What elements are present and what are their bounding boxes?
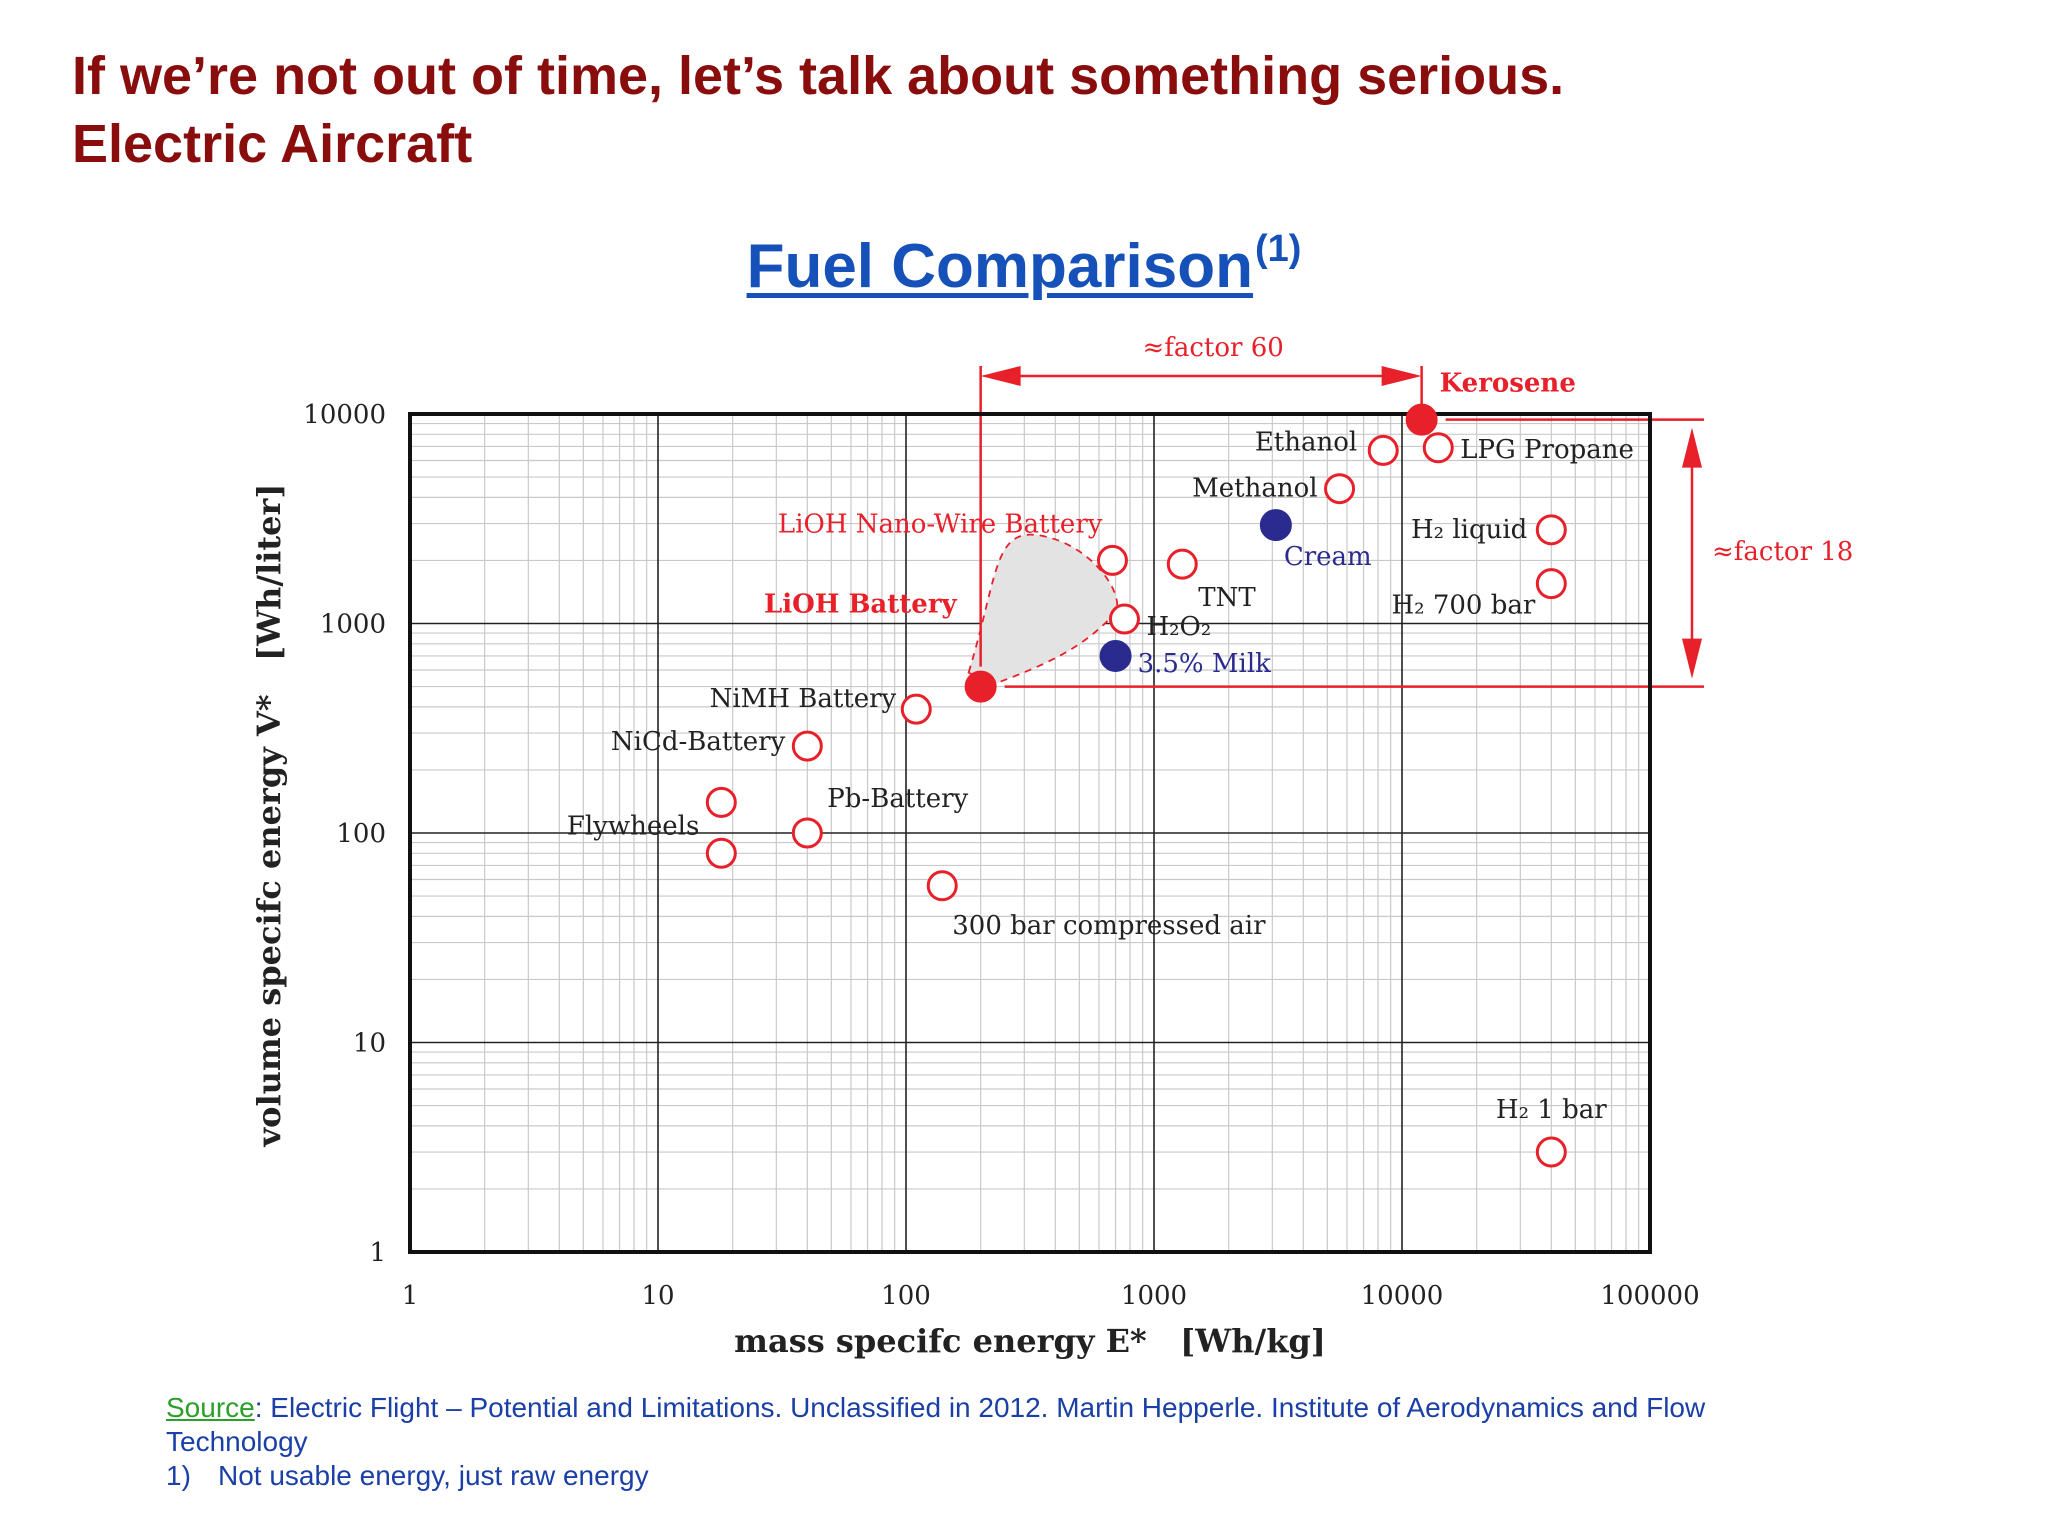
data-point	[1166, 548, 1198, 580]
y-tick-label: 1000	[320, 610, 386, 640]
x-tick-label: 10	[641, 1281, 674, 1311]
factor-vertical-label: ≈factor 18	[1712, 537, 1853, 567]
data-point	[1096, 544, 1128, 576]
footnote: 1) Not usable energy, just raw energy	[166, 1459, 1726, 1493]
point-label: LPG Propane	[1460, 435, 1634, 465]
point-label: Ethanol	[1255, 427, 1357, 457]
data-point	[705, 786, 737, 818]
point-label: Cream	[1284, 542, 1372, 572]
point-label: Pb-Battery	[827, 784, 968, 814]
heading-line-1: If we’re not out of time, let’s talk abo…	[72, 46, 1565, 106]
factor-horizontal-label: ≈factor 60	[1142, 333, 1283, 363]
data-point	[964, 670, 997, 703]
y-tick-label: 10000	[303, 400, 386, 430]
point-label: Methanol	[1192, 474, 1317, 504]
y-tick-label: 10	[353, 1029, 386, 1059]
x-tick-label: 100000	[1600, 1281, 1699, 1311]
data-point	[1535, 568, 1567, 600]
y-tick-label: 1	[369, 1238, 386, 1268]
slide-heading: If we’re not out of time, let’s talk abo…	[72, 42, 1564, 178]
factor-annotations: ≈factor 60 ≈factor 18	[979, 333, 1853, 688]
x-tick-label: 1	[402, 1281, 419, 1311]
data-point	[1259, 509, 1292, 542]
data-point	[1422, 432, 1454, 464]
data-point	[1535, 514, 1567, 546]
data-point	[1535, 1136, 1567, 1168]
point-labels: Kerosene LPG Propane Ethanol Methanol Cream H…	[567, 369, 1634, 1125]
point-label: Kerosene	[1440, 369, 1576, 399]
data-point	[1405, 403, 1438, 436]
point-label: 3.5% Milk	[1138, 649, 1272, 679]
x-axis-label: mass specifc energy E* [Wh/kg]	[734, 1322, 1326, 1360]
data-point	[791, 730, 823, 762]
point-label: LiOH Battery	[764, 590, 958, 620]
data-point	[1367, 434, 1399, 466]
footer: Source: Electric Flight – Potential and …	[166, 1391, 1726, 1493]
point-label: H₂ 700 bar	[1391, 591, 1535, 621]
factor60-arrow-left	[980, 366, 1021, 386]
factor18-arrow-up	[1682, 427, 1702, 468]
axis-ticks: 1 10 100 1000 10000 100000 1 10 100 1000 10000	[303, 400, 1699, 1311]
chart-title-text: Fuel Comparison	[746, 232, 1253, 301]
data-point	[705, 837, 737, 869]
point-label: TNT	[1198, 583, 1256, 613]
point-label: Flywheels	[567, 811, 699, 841]
data-point	[926, 870, 958, 902]
chart-title: Fuel Comparison(1)	[0, 228, 2048, 302]
point-label: H₂O₂	[1146, 612, 1211, 642]
plot-frame	[408, 412, 1652, 1254]
point-label: LiOH Nano-Wire Battery	[778, 509, 1103, 539]
nano-wire-region-shape	[967, 533, 1119, 686]
chart-title-superscript: (1)	[1254, 228, 1302, 270]
footnote-text: Not usable energy, just raw energy	[218, 1460, 649, 1491]
factor60-arrow-right	[1381, 366, 1422, 386]
lioh-nano-wire-region	[967, 533, 1119, 686]
source-link[interactable]: Source	[166, 1392, 255, 1423]
footnote-number: 1)	[166, 1460, 191, 1491]
x-tick-label: 100	[881, 1281, 931, 1311]
point-label: 300 bar compressed air	[952, 911, 1266, 941]
data-point	[900, 693, 932, 725]
source-text: : Electric Flight – Potential and Limita…	[166, 1392, 1706, 1457]
factor18-arrow-down	[1682, 638, 1702, 679]
x-tick-label: 1000	[1121, 1281, 1187, 1311]
point-label: H₂ 1 bar	[1496, 1095, 1607, 1125]
plot-border	[408, 412, 1652, 1254]
x-tick-label: 10000	[1361, 1281, 1444, 1311]
data-point	[791, 817, 823, 849]
heading-line-2: Electric Aircraft	[72, 114, 473, 174]
data-point	[1324, 473, 1356, 505]
data-point	[1099, 639, 1132, 672]
data-point	[1108, 603, 1140, 635]
y-axis-label: volume specifc energy V* [Wh/liter]	[250, 484, 288, 1148]
point-label: NiMH Battery	[710, 684, 897, 714]
data-points	[705, 403, 1567, 1168]
point-label: NiCd-Battery	[611, 727, 786, 757]
point-label: H₂ liquid	[1411, 515, 1527, 545]
y-tick-label: 100	[336, 819, 386, 849]
